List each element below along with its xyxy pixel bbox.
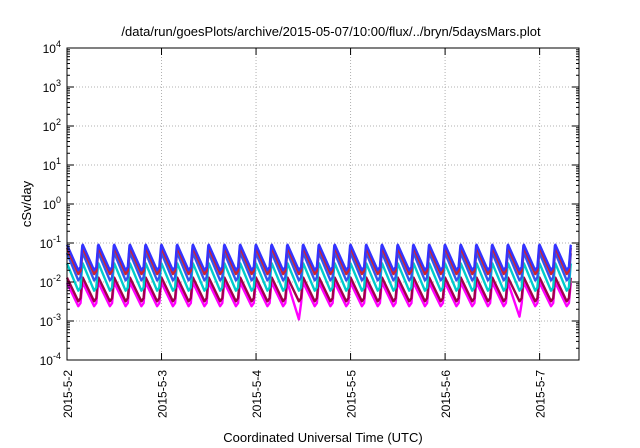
x-tick-label: 2015-5-6 bbox=[439, 370, 453, 418]
x-tick-label: 2015-5-7 bbox=[534, 370, 548, 418]
x-tick-label: 2015-5-5 bbox=[345, 370, 359, 418]
y-axis: 10-4 10-3 10-2 10-1 100 101 102 103 104 bbox=[40, 39, 579, 368]
y-tick-label: 104 bbox=[43, 39, 61, 56]
y-axis-label: cSv/day bbox=[19, 180, 34, 227]
x-axis-label: Coordinated Universal Time (UTC) bbox=[223, 430, 422, 445]
y-tick-label: 103 bbox=[43, 78, 61, 95]
y-tick-label: 10-1 bbox=[40, 234, 61, 251]
y-tick-label: 102 bbox=[43, 117, 61, 134]
x-tick-label: 2015-5-4 bbox=[250, 370, 264, 418]
y-tick-label: 10-4 bbox=[40, 351, 61, 368]
x-axis: 2015-5-2 2015-5-3 2015-5-4 2015-5-5 2015-5-6… bbox=[61, 48, 548, 418]
series-line bbox=[65, 243, 573, 272]
x-tick-label: 2015-5-2 bbox=[61, 370, 75, 418]
y-tick-label: 10-2 bbox=[40, 273, 61, 290]
chart-title: /data/run/goesPlots/archive/2015-05-07/1… bbox=[121, 24, 541, 39]
grid bbox=[67, 48, 579, 360]
series-group bbox=[65, 243, 573, 321]
y-tick-label: 101 bbox=[43, 156, 61, 173]
y-tick-label: 100 bbox=[43, 195, 61, 212]
y-tick-label: 10-3 bbox=[40, 312, 61, 329]
x-tick-label: 2015-5-3 bbox=[156, 370, 170, 418]
